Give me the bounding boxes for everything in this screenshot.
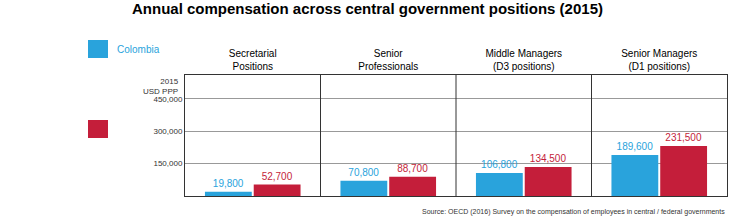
svg-text:450,000: 450,000 — [153, 95, 182, 104]
svg-text:19,800: 19,800 — [213, 178, 244, 189]
svg-text:106,800: 106,800 — [481, 159, 518, 170]
svg-text:134,500: 134,500 — [530, 153, 567, 164]
svg-text:150,000: 150,000 — [153, 159, 182, 168]
svg-text:52,700: 52,700 — [262, 171, 293, 182]
svg-text:231,500: 231,500 — [665, 132, 702, 143]
svg-text:2015USD PPP: 2015USD PPP — [143, 77, 179, 96]
svg-text:SecretarialPositions: SecretarialPositions — [229, 48, 277, 72]
svg-text:SeniorProfessionals: SeniorProfessionals — [358, 48, 418, 72]
svg-text:300,000: 300,000 — [153, 127, 182, 136]
svg-text:Senior Managers(D1 positions): Senior Managers(D1 positions) — [621, 48, 697, 72]
svg-text:88,700: 88,700 — [397, 163, 428, 174]
svg-text:70,800: 70,800 — [348, 167, 379, 178]
svg-text:Colombia: Colombia — [117, 44, 160, 55]
svg-text:Annual compensation across cen: Annual compensation across central gover… — [132, 0, 603, 17]
svg-text:189,600: 189,600 — [617, 141, 654, 152]
svg-text:Source: OECD (2016) Survey on: Source: OECD (2016) Survey on the compen… — [422, 208, 725, 216]
svg-text:Middle Managers(D3 positions): Middle Managers(D3 positions) — [485, 48, 562, 72]
